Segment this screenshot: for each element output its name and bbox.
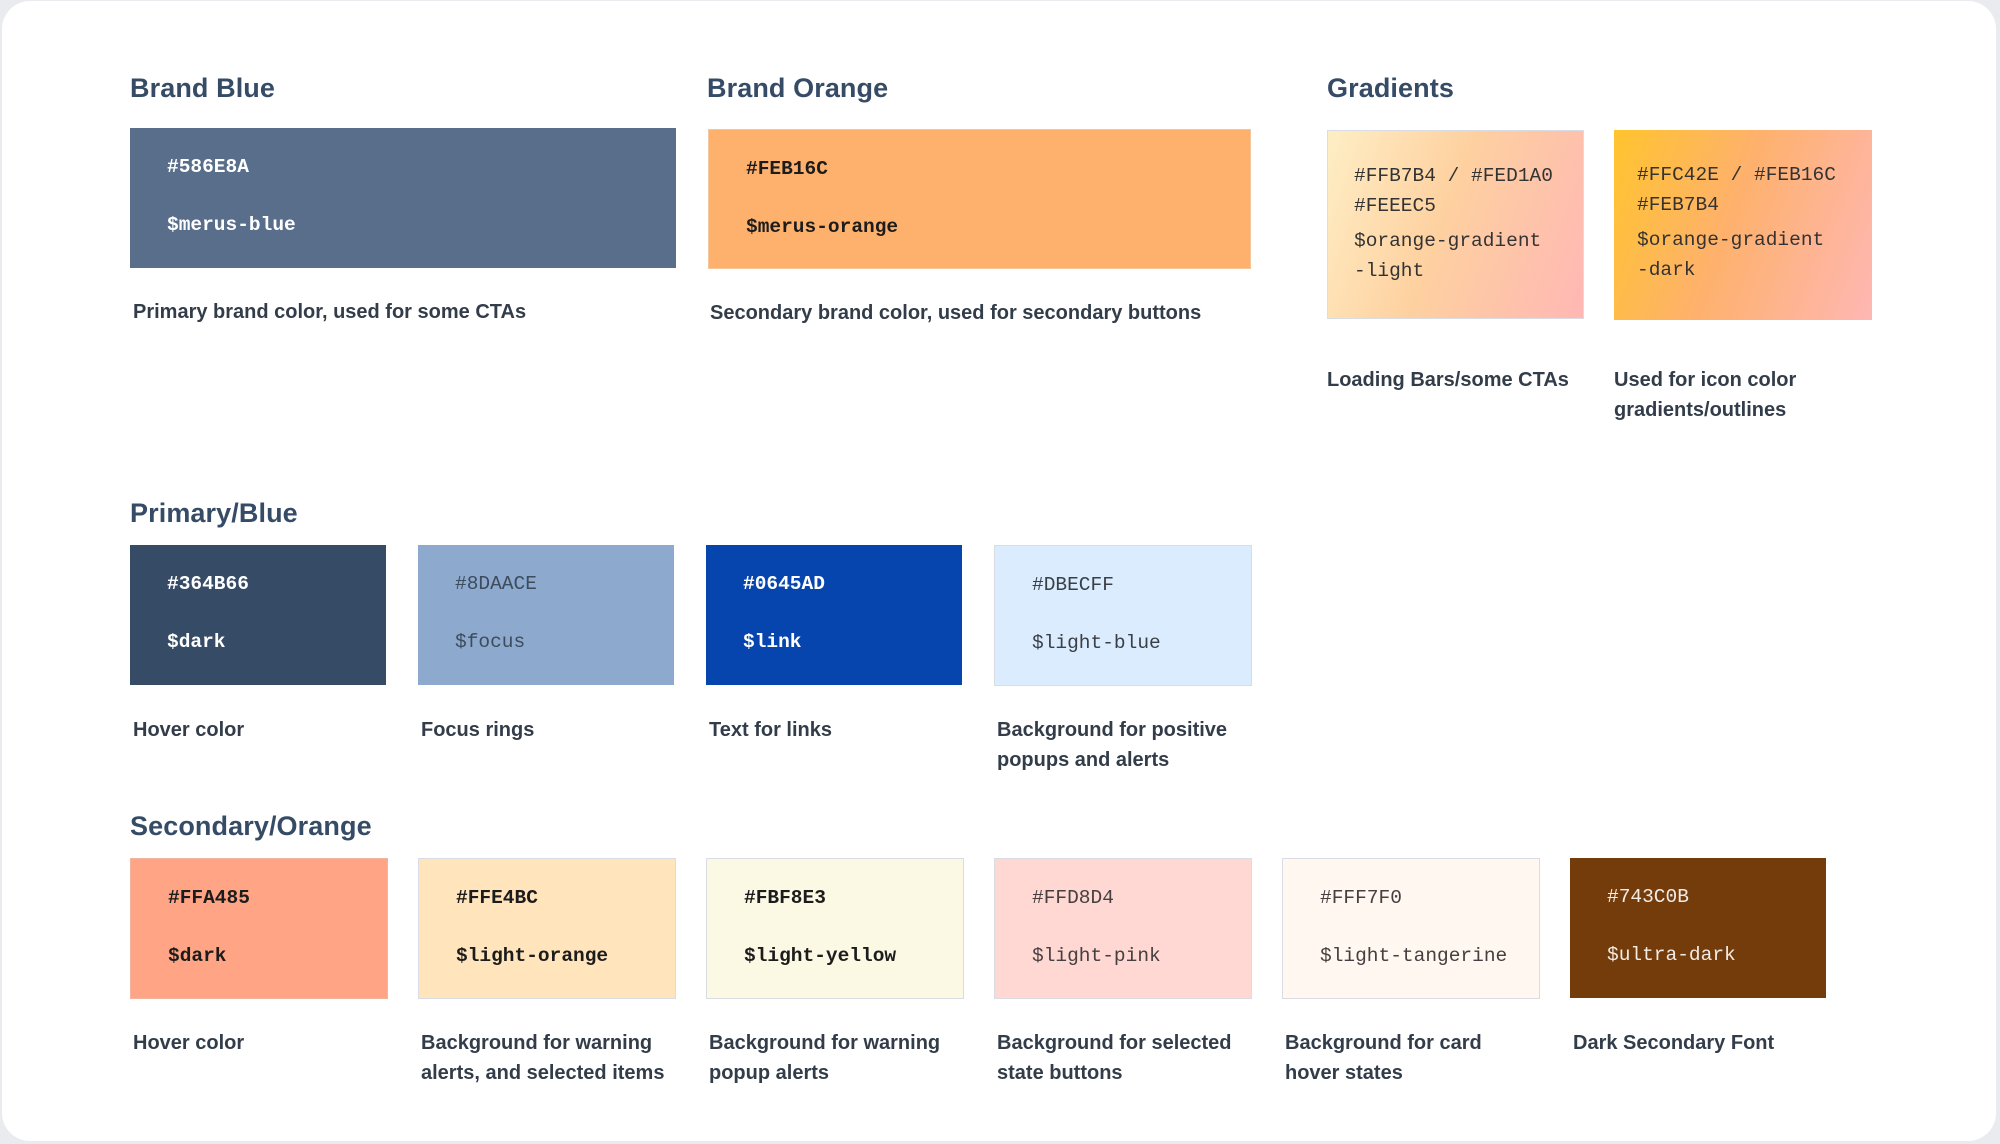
secondary-title: Secondary/Orange (130, 811, 372, 841)
primary-focus-desc: Focus rings (421, 719, 535, 741)
secondary-ultra-dark-hex: #743C0B (1607, 886, 1689, 908)
secondary-ultra-dark-swatch: #743C0B $ultra-dark (1570, 858, 1826, 998)
secondary-light-yellow-var: $light-yellow (744, 945, 897, 967)
gradients-title: Gradients (1327, 73, 1454, 103)
primary-dark-desc: Hover color (133, 719, 245, 741)
secondary-light-tangerine-var: $light-tangerine (1320, 945, 1508, 967)
primary-link-swatch: #0645AD $link (706, 545, 962, 685)
brand-blue-swatch: #586E8A $merus-blue (130, 128, 676, 268)
primary-link-var: $link (743, 631, 802, 653)
secondary-light-yellow-desc: Background for warning popup alerts (709, 1032, 941, 1084)
primary-dark-swatch: #364B66 $dark (130, 545, 386, 685)
brand-orange-desc: Secondary brand color, used for secondar… (710, 302, 1202, 324)
brand-orange-hex: #FEB16C (746, 158, 828, 180)
primary-dark-hex: #364B66 (167, 573, 249, 595)
secondary-light-orange-desc: Background for warning alerts, and selec… (421, 1032, 665, 1084)
secondary-light-tangerine-swatch: #FFF7F0 $light-tangerine (1282, 858, 1540, 999)
primary-title: Primary/Blue (130, 498, 298, 528)
primary-light-blue-var: $light-blue (1032, 632, 1161, 654)
secondary-dark-desc: Hover color (133, 1032, 245, 1054)
brand-blue-desc: Primary brand color, used for some CTAs (133, 301, 527, 323)
primary-light-blue-swatch: #DBECFF $light-blue (994, 545, 1252, 686)
gradient-light-swatch: #FFB7B4 / #FED1A0 #FEEEC5 $orange-gradie… (1327, 130, 1584, 319)
secondary-dark-var: $dark (168, 945, 227, 967)
primary-focus-var: $focus (455, 631, 526, 653)
secondary-light-pink-desc: Background for selected state buttons (997, 1032, 1232, 1084)
secondary-light-orange-swatch: #FFE4BC $light-orange (418, 858, 676, 999)
secondary-dark-swatch: #FFA485 $dark (130, 858, 388, 999)
secondary-ultra-dark-desc: Dark Secondary Font (1573, 1032, 1775, 1054)
primary-dark-var: $dark (167, 631, 226, 653)
primary-link-hex: #0645AD (743, 573, 825, 595)
secondary-light-pink-swatch: #FFD8D4 $light-pink (994, 858, 1252, 999)
gradient-light-hex: #FFB7B4 / #FED1A0 #FEEEC5 (1354, 165, 1553, 217)
secondary-light-yellow-swatch: #FBF8E3 $light-yellow (706, 858, 964, 999)
brand-orange-title: Brand Orange (707, 73, 889, 103)
gradient-dark-desc: Used for icon color gradients/outlines (1614, 369, 1797, 421)
brand-blue-hex: #586E8A (167, 156, 249, 178)
brand-orange-var: $merus-orange (746, 216, 899, 238)
secondary-light-orange-var: $light-orange (456, 945, 609, 967)
secondary-light-pink-var: $light-pink (1032, 945, 1161, 967)
gradient-dark-hex: #FFC42E / #FEB16C #FEB7B4 (1637, 164, 1836, 216)
secondary-light-tangerine-hex: #FFF7F0 (1320, 887, 1402, 909)
brand-blue-title: Brand Blue (130, 73, 276, 103)
secondary-light-orange-hex: #FFE4BC (456, 887, 538, 909)
gradient-dark-swatch: #FFC42E / #FEB16C #FEB7B4 $orange-gradie… (1614, 130, 1872, 320)
primary-link-desc: Text for links (709, 719, 832, 741)
brand-orange-swatch: #FEB16C $merus-orange (708, 129, 1251, 269)
primary-focus-hex: #8DAACE (455, 573, 537, 595)
secondary-ultra-dark-var: $ultra-dark (1607, 944, 1736, 966)
secondary-light-yellow-hex: #FBF8E3 (744, 887, 826, 909)
secondary-light-pink-hex: #FFD8D4 (1032, 887, 1114, 909)
gradient-dark-var: $orange-gradient -dark (1637, 229, 1825, 281)
primary-light-blue-desc: Background for positive popups and alert… (997, 719, 1228, 771)
brand-blue-var: $merus-blue (167, 214, 296, 236)
secondary-dark-hex: #FFA485 (168, 887, 250, 909)
secondary-light-tangerine-desc: Background for card hover states (1285, 1032, 1482, 1084)
gradient-light-var: $orange-gradient -light (1354, 230, 1542, 282)
primary-focus-swatch: #8DAACE $focus (418, 545, 674, 685)
primary-light-blue-hex: #DBECFF (1032, 574, 1114, 596)
gradient-light-desc: Loading Bars/some CTAs (1327, 369, 1569, 391)
